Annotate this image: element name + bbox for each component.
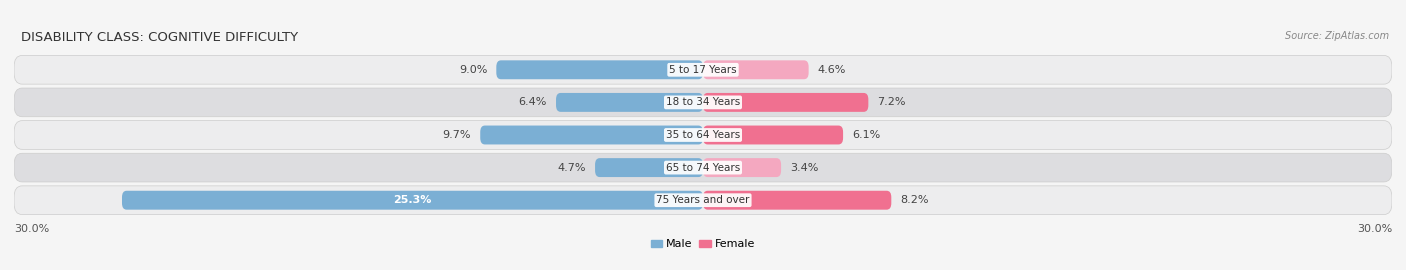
- Text: 9.7%: 9.7%: [443, 130, 471, 140]
- FancyBboxPatch shape: [703, 60, 808, 79]
- Text: 6.4%: 6.4%: [519, 97, 547, 107]
- FancyBboxPatch shape: [595, 158, 703, 177]
- FancyBboxPatch shape: [122, 191, 703, 210]
- FancyBboxPatch shape: [14, 121, 1392, 149]
- Text: 35 to 64 Years: 35 to 64 Years: [666, 130, 740, 140]
- FancyBboxPatch shape: [14, 153, 1392, 182]
- Text: 5 to 17 Years: 5 to 17 Years: [669, 65, 737, 75]
- Text: 25.3%: 25.3%: [394, 195, 432, 205]
- Text: 6.1%: 6.1%: [852, 130, 880, 140]
- Text: 18 to 34 Years: 18 to 34 Years: [666, 97, 740, 107]
- FancyBboxPatch shape: [14, 88, 1392, 117]
- Text: DISABILITY CLASS: COGNITIVE DIFFICULTY: DISABILITY CLASS: COGNITIVE DIFFICULTY: [21, 31, 298, 44]
- Text: 75 Years and over: 75 Years and over: [657, 195, 749, 205]
- Text: 9.0%: 9.0%: [458, 65, 486, 75]
- FancyBboxPatch shape: [481, 126, 703, 144]
- FancyBboxPatch shape: [703, 93, 869, 112]
- FancyBboxPatch shape: [703, 158, 782, 177]
- Text: 65 to 74 Years: 65 to 74 Years: [666, 163, 740, 173]
- FancyBboxPatch shape: [496, 60, 703, 79]
- Text: 4.6%: 4.6%: [818, 65, 846, 75]
- Text: Source: ZipAtlas.com: Source: ZipAtlas.com: [1285, 31, 1389, 41]
- Text: 30.0%: 30.0%: [14, 224, 49, 234]
- FancyBboxPatch shape: [555, 93, 703, 112]
- Text: 3.4%: 3.4%: [790, 163, 818, 173]
- Legend: Male, Female: Male, Female: [647, 235, 759, 254]
- Text: 7.2%: 7.2%: [877, 97, 905, 107]
- Text: 8.2%: 8.2%: [900, 195, 929, 205]
- FancyBboxPatch shape: [703, 126, 844, 144]
- FancyBboxPatch shape: [14, 186, 1392, 215]
- FancyBboxPatch shape: [703, 191, 891, 210]
- Text: 4.7%: 4.7%: [557, 163, 586, 173]
- FancyBboxPatch shape: [14, 55, 1392, 84]
- Text: 30.0%: 30.0%: [1357, 224, 1392, 234]
